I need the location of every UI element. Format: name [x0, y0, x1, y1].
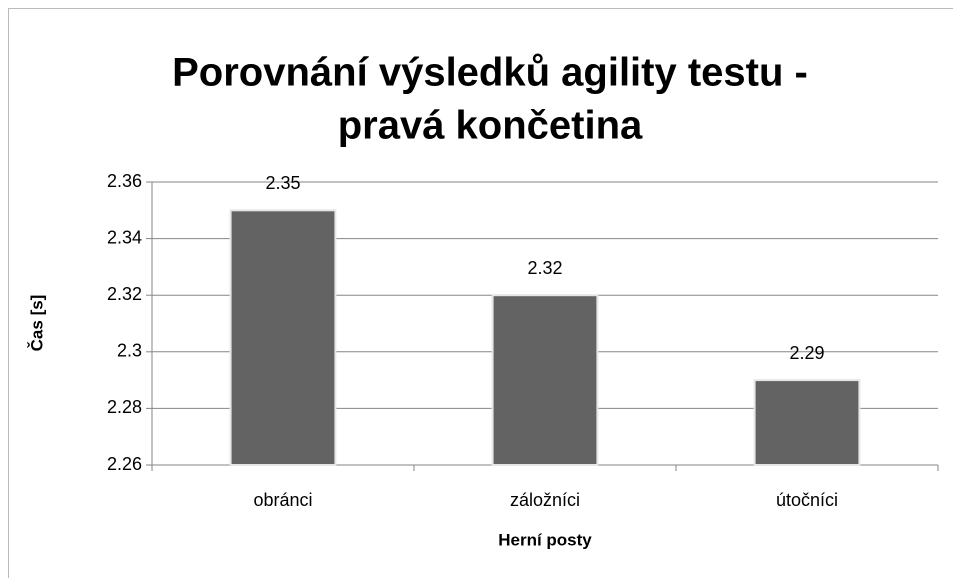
data-label: 2.35: [265, 173, 300, 193]
y-tick-label: 2.32: [107, 284, 142, 304]
y-tick-label: 2.34: [107, 227, 142, 247]
y-tick-label: 2.3: [117, 341, 142, 361]
y-tick-label: 2.26: [107, 454, 142, 474]
y-tick-label: 2.28: [107, 397, 142, 417]
chart-title: Porovnání výsledků agility testu -: [172, 51, 808, 95]
bar: [753, 379, 861, 467]
data-label: 2.29: [789, 343, 824, 363]
chart-title: pravá končetina: [338, 104, 643, 148]
x-tick-label: útočníci: [776, 490, 838, 510]
x-axis-title: Herní posty: [498, 530, 592, 549]
bar: [229, 209, 337, 466]
x-tick-label: obránci: [253, 490, 312, 510]
bar: [491, 294, 599, 467]
y-tick-label: 2.36: [107, 171, 142, 191]
data-label: 2.32: [527, 258, 562, 278]
chart-frame: [8, 8, 953, 578]
y-axis-title: Čas [s]: [27, 295, 46, 352]
x-tick-label: záložníci: [510, 490, 580, 510]
